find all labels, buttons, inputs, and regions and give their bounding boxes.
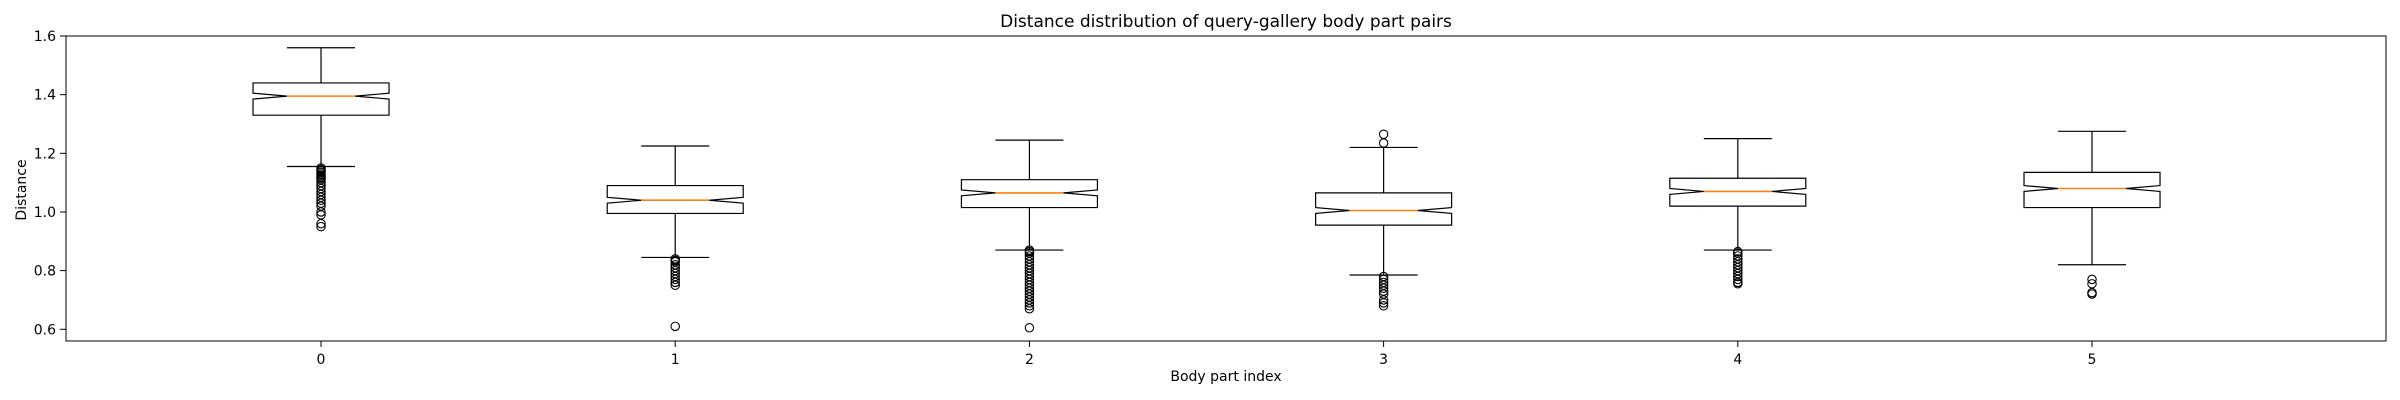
y-tick-label: 1.0 <box>34 205 56 221</box>
outlier-point <box>1378 301 1389 311</box>
outlier-point <box>1733 274 1743 285</box>
x-axis-label: Body part index <box>1170 369 1281 385</box>
box-4 <box>1669 177 1807 207</box>
outlier-point <box>1024 323 1035 333</box>
box-2 <box>960 179 1099 209</box>
outlier-point <box>316 221 326 232</box>
outlier-point <box>2087 289 2097 299</box>
outlier-point <box>2087 274 2097 285</box>
outlier-point <box>670 280 680 291</box>
chart-title: Distance distribution of query-gallery b… <box>1000 12 1452 32</box>
x-tick-label: 0 <box>317 352 326 368</box>
x-tick-label: 4 <box>1733 352 1742 368</box>
box-0 <box>252 82 390 116</box>
x-tick-label: 1 <box>671 352 680 368</box>
y-tick-label: 1.6 <box>34 29 56 45</box>
outlier-point <box>1378 138 1389 148</box>
outlier-point <box>1733 271 1743 282</box>
y-tick-label: 0.8 <box>34 264 56 280</box>
x-tick-label: 3 <box>1379 352 1388 368</box>
box-5 <box>2023 171 2161 209</box>
y-tick-label: 0.6 <box>34 322 56 338</box>
outlier-point <box>1024 298 1035 308</box>
box-3 <box>1315 192 1453 226</box>
outlier-point <box>1024 303 1035 314</box>
outlier-point <box>316 218 326 229</box>
outlier-point <box>316 195 326 205</box>
y-tick-label: 1.2 <box>34 146 56 162</box>
outlier-point <box>1378 283 1389 293</box>
outlier-point <box>670 321 680 332</box>
outlier-point <box>316 207 326 217</box>
x-tick-label: 5 <box>2088 352 2097 368</box>
y-axis-label: Distance <box>14 159 30 220</box>
x-tick-label: 2 <box>1025 352 1034 368</box>
outlier-point <box>670 274 680 285</box>
outlier-point <box>1378 298 1389 308</box>
box-1 <box>606 184 744 215</box>
plot-area: 0.6 0.8 1.0 1.2 1.4 1.6 0 1 2 3 4 5 <box>34 29 2387 368</box>
outlier-point <box>1378 129 1389 139</box>
outlier-point <box>1024 301 1035 311</box>
outlier-point <box>1733 279 1743 289</box>
axes-frame <box>65 35 2387 342</box>
outlier-point <box>670 277 680 288</box>
y-tick-label: 1.4 <box>34 88 56 104</box>
outlier-point <box>1378 295 1389 305</box>
